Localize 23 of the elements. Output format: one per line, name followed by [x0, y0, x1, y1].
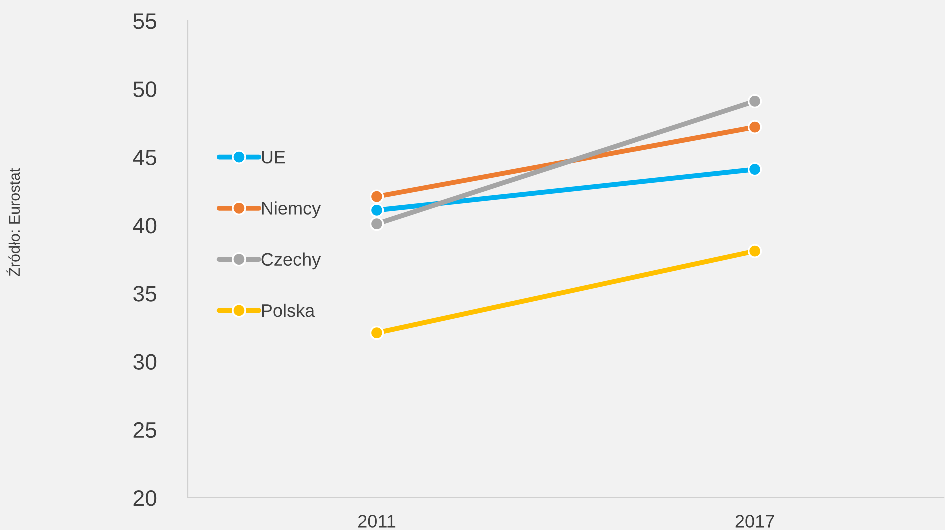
- legend-label: UE: [262, 151, 286, 164]
- point: [748, 94, 762, 108]
- y-tick-label: 35: [134, 286, 157, 302]
- text: Źródło: Eurostat: [6, 168, 20, 276]
- y-tick-label: 55: [134, 14, 157, 30]
- y-tick-label: 50: [134, 82, 157, 98]
- legend-label: Polska: [262, 304, 316, 318]
- legend-label: Niemcy: [262, 202, 322, 218]
- point: [370, 326, 384, 340]
- y-tick-label: 25: [134, 422, 157, 438]
- y-tick-label: 30: [134, 354, 157, 370]
- point: [748, 120, 762, 134]
- x-tick-label: 2017: [736, 515, 774, 528]
- x-tick-label: 2011: [358, 515, 396, 528]
- y-tick-label: 40: [133, 218, 157, 234]
- point: [748, 162, 762, 177]
- point: [370, 203, 384, 218]
- point: [370, 216, 384, 232]
- y-tick-label: 45: [133, 150, 157, 166]
- legend-label: Czechy: [262, 252, 322, 270]
- point: [370, 190, 384, 204]
- point: [748, 244, 762, 258]
- y-tick-label: 20: [134, 490, 157, 506]
